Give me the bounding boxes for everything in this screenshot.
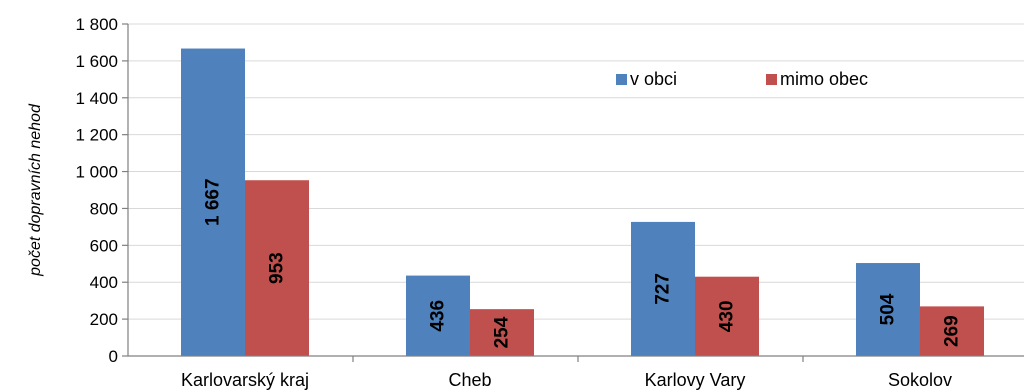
y-axis-title: počet dopravních nehod [27,103,44,277]
x-tick-label: Karlovy Vary [645,370,746,390]
y-tick-label: 0 [109,347,118,366]
bar-v-obci [856,263,920,356]
x-tick-label: Cheb [448,370,491,390]
data-label: 254 [492,316,513,348]
y-tick-label: 1 400 [75,89,118,108]
bar-mimo-obec [470,309,534,356]
legend-label: v obci [630,69,677,89]
bar-v-obci [631,221,695,356]
bar-mimo-obec [695,276,759,356]
bars [181,48,984,356]
legend-label: mimo obec [780,69,868,89]
legend: v obci mimo obec [616,69,868,89]
data-label: 1 667 [203,178,224,226]
bar-v-obci [406,275,470,356]
y-tick-label: 400 [90,273,118,292]
data-label: 430 [717,300,738,332]
data-labels: 1 667 953 436 254 727 430 504 269 [203,178,963,348]
y-tick-label: 1 600 [75,52,118,71]
y-tick-label: 800 [90,199,118,218]
data-label: 504 [878,293,899,325]
y-tick-label: 1 800 [75,15,118,34]
axes: 0 200 400 600 800 1 000 1 200 1 400 1 600 1 800 Ka… [75,15,1024,390]
y-tick-label: 1 200 [75,126,118,145]
y-tick-label: 1 000 [75,163,118,182]
legend-swatch [766,74,777,85]
y-tick-label: 200 [90,310,118,329]
y-tick-label: 600 [90,236,118,255]
data-label: 269 [942,315,963,347]
bar-mimo-obec [920,306,984,356]
x-tick-label: Sokolov [888,370,952,390]
x-tick-label: Karlovarský kraj [181,370,309,390]
data-label: 436 [428,300,449,332]
legend-swatch [616,74,627,85]
bar-mimo-obec [245,180,309,356]
data-label: 727 [653,273,674,305]
bar-v-obci [181,48,245,356]
data-label: 953 [267,252,288,284]
